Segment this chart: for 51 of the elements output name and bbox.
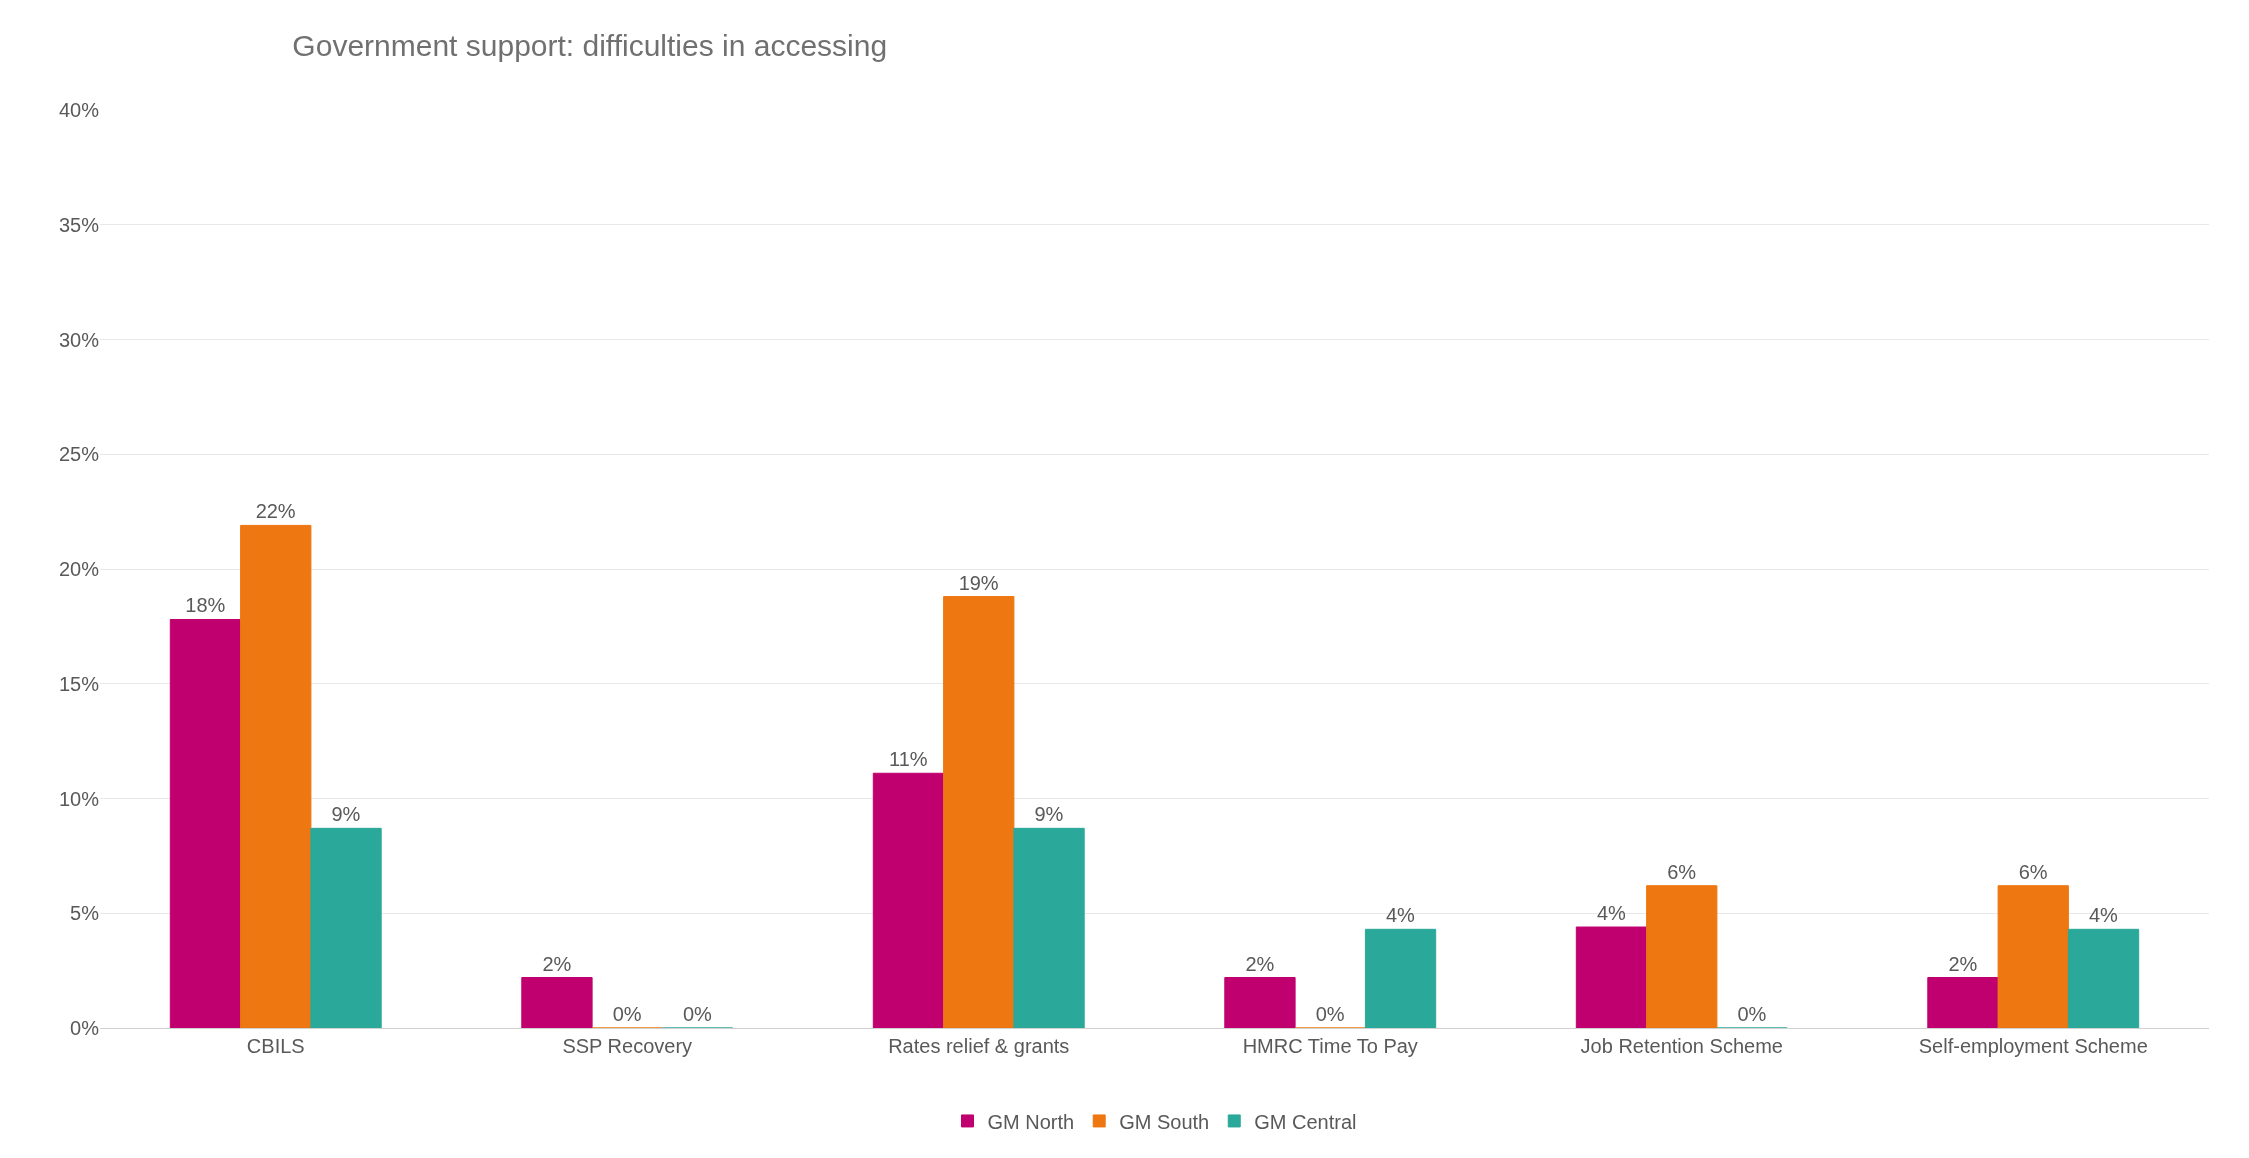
data-label: 9% (331, 803, 361, 826)
data-label: 6% (1667, 860, 1697, 883)
data-label: 22% (255, 500, 296, 523)
bar (310, 827, 382, 1028)
data-label: 0% (612, 1003, 642, 1025)
x-tick-label: HMRC Time To Pay (1242, 1035, 1418, 1057)
y-tick-label: 30% (58, 328, 100, 351)
y-tick-label: 5% (70, 902, 100, 925)
bar (1224, 977, 1296, 1028)
data-label: 18% (185, 594, 226, 617)
bar (1364, 928, 1437, 1028)
bar (943, 596, 1015, 1028)
bar (2067, 928, 2140, 1028)
data-label: 11% (889, 748, 928, 771)
data-label: 19% (958, 571, 999, 594)
data-label: 4% (1385, 904, 1416, 927)
x-tick-label: Self-employment Scheme (1918, 1035, 2148, 1057)
data-label: 0% (1315, 1003, 1345, 1025)
legend-label: GM South (1119, 1110, 1210, 1133)
y-tick-label: 25% (58, 443, 100, 466)
x-tick-label: SSP Recovery (562, 1035, 693, 1057)
data-label: 4% (1596, 902, 1627, 925)
bar (1013, 827, 1085, 1028)
y-tick-label: 20% (58, 558, 100, 580)
x-tick-label: Job Retention Scheme (1580, 1035, 1783, 1057)
bar (1575, 926, 1648, 1028)
data-label: 6% (2018, 860, 2048, 883)
legend-label: GM Central (1254, 1110, 1357, 1133)
bar (169, 618, 242, 1028)
x-tick-label: CBILS (246, 1035, 305, 1057)
x-tick-label: Rates relief & grants (888, 1035, 1070, 1057)
bar (521, 977, 593, 1028)
bar (1646, 885, 1718, 1028)
data-label: 9% (1034, 803, 1064, 826)
y-tick-label: 40% (58, 99, 100, 121)
data-label: 4% (2088, 904, 2119, 927)
y-tick-label: 35% (58, 213, 100, 236)
data-label: 0% (682, 1003, 713, 1025)
y-tick-label: 10% (58, 787, 100, 810)
data-label: 0% (1737, 1003, 1767, 1025)
data-label: 2% (1245, 952, 1275, 975)
bar (1997, 885, 2069, 1028)
data-label: 2% (1948, 952, 1978, 975)
y-tick-label: 0% (70, 1017, 100, 1039)
data-label: 2% (542, 952, 572, 975)
bar (1927, 977, 1999, 1028)
bar (240, 524, 312, 1028)
chart-title: Government support: difficulties in accessing (292, 28, 888, 62)
y-tick-label: 15% (58, 672, 100, 695)
legend-label: GM North (987, 1110, 1075, 1133)
bar (872, 772, 945, 1028)
